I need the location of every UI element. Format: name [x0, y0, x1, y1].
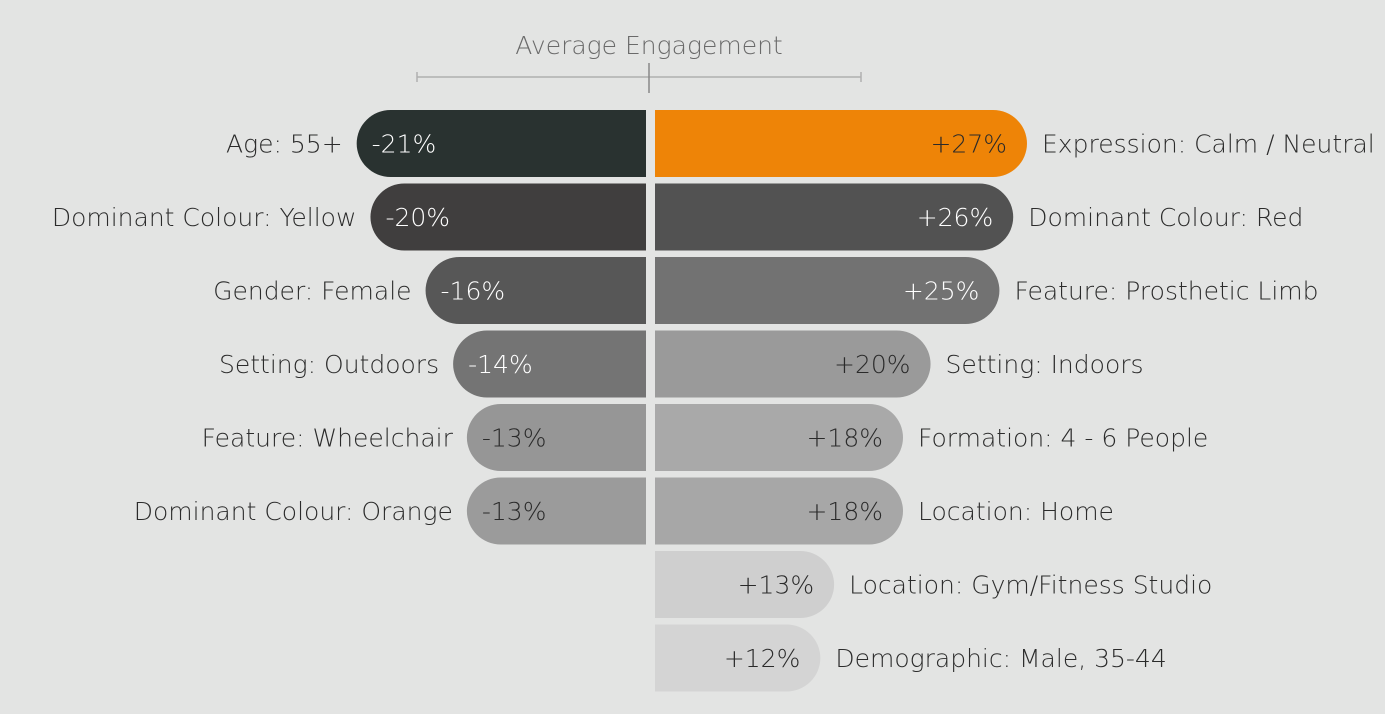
bar — [370, 183, 646, 251]
bar — [655, 257, 1000, 324]
data-label: +27% — [930, 130, 1007, 159]
data-label: -20% — [385, 203, 450, 232]
bar — [466, 477, 646, 545]
positive-series: +27% Expression: Calm / Neutral +26% Domina… — [655, 110, 1375, 692]
data-label: -14% — [468, 350, 533, 379]
data-label: -16% — [441, 277, 506, 306]
category-label: Dominant Colour: Yellow — [52, 203, 357, 232]
data-label: -21% — [372, 130, 437, 159]
data-label: +26% — [917, 203, 994, 232]
bar — [466, 404, 646, 471]
bar — [655, 477, 904, 545]
category-label: Dominant Colour: Red — [1028, 203, 1303, 232]
data-label: +20% — [834, 350, 911, 379]
data-label: +25% — [903, 277, 980, 306]
data-label: +13% — [738, 571, 815, 600]
bar — [655, 624, 821, 692]
category-label: Setting: Outdoors — [219, 350, 439, 379]
bar — [425, 257, 646, 324]
data-label: +18% — [806, 424, 883, 453]
bar — [655, 404, 904, 471]
category-label: Location: Home — [918, 497, 1114, 526]
category-label: Gender: Female — [213, 277, 411, 306]
data-label: +12% — [724, 644, 801, 673]
category-label: Setting: Indoors — [946, 350, 1144, 379]
negative-series: -21% Age: 55+ -20% Dominant Colour: Yellow -… — [52, 110, 646, 545]
category-label: Dominant Colour: Orange — [134, 497, 453, 526]
category-label: Expression: Calm / Neutral — [1042, 130, 1375, 159]
data-label: -13% — [482, 424, 547, 453]
average-engagement-bracket — [416, 63, 862, 93]
category-label: Location: Gym/Fitness Studio — [849, 571, 1212, 600]
bar — [356, 110, 646, 177]
category-label: Feature: Wheelchair — [202, 424, 454, 453]
bar — [655, 183, 1014, 251]
bar — [655, 330, 931, 398]
category-label: Formation: 4 - 6 People — [918, 424, 1208, 453]
data-label: +18% — [806, 497, 883, 526]
category-label: Feature: Prosthetic Limb — [1014, 277, 1318, 306]
bar — [655, 110, 1027, 177]
data-label: -13% — [482, 497, 547, 526]
category-label: Age: 55+ — [226, 130, 343, 159]
bar — [453, 330, 646, 398]
chart-title: Average Engagement — [515, 31, 782, 60]
category-label: Demographic: Male, 35-44 — [835, 644, 1166, 673]
bar — [655, 551, 835, 618]
